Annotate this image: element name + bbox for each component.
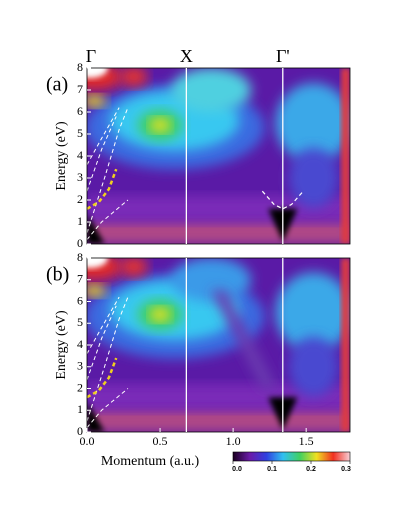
heat-region <box>87 68 108 78</box>
symmetry-label: Γ' <box>276 46 290 66</box>
y-tick-label: 2 <box>77 192 83 206</box>
heat-region <box>171 258 252 302</box>
heat-region <box>211 290 277 389</box>
y-tick-label: 5 <box>77 315 83 329</box>
heat-region <box>150 118 171 133</box>
y-tick-label: 8 <box>77 250 83 264</box>
heat-region <box>275 83 350 163</box>
y-tick-label: 4 <box>77 148 83 162</box>
y-tick-label: 6 <box>77 104 83 118</box>
heat-region <box>341 68 350 244</box>
x-tick-label: 1.0 <box>226 434 241 448</box>
y-tick-label: 3 <box>77 170 83 184</box>
guide-curve <box>87 296 120 354</box>
panel-label: (b) <box>46 264 69 286</box>
heat-region <box>87 219 350 244</box>
heatmap <box>87 258 350 432</box>
y-tick-label: 2 <box>77 380 83 394</box>
heat-region <box>119 68 148 87</box>
colorbar-tick-label: 0.1 <box>267 466 277 473</box>
heat-region <box>275 272 350 353</box>
colorbar <box>232 451 351 462</box>
y-tick-label: 7 <box>77 82 83 96</box>
guide-curve <box>87 357 118 399</box>
guide-curve <box>261 190 304 210</box>
y-tick-label: 6 <box>77 293 83 307</box>
symmetry-label: X <box>180 46 193 66</box>
y-tick-label: 8 <box>77 60 83 74</box>
y-tick-label: 3 <box>77 359 83 373</box>
guide-curve <box>87 199 129 240</box>
heat-region <box>119 258 148 277</box>
guide-curve <box>87 388 129 428</box>
guide-curve <box>87 107 129 234</box>
y-tick-label: 0 <box>77 424 83 438</box>
y-tick-label: 4 <box>77 337 83 351</box>
heat-region <box>87 284 107 297</box>
y-tick-label: 1 <box>77 402 83 416</box>
guide-curve <box>87 107 120 166</box>
colorbar-tick-label: 0.0 <box>232 466 242 473</box>
y-tick-label: 1 <box>77 214 83 228</box>
y-tick-label: 7 <box>77 272 83 286</box>
y-axis-label: Energy (eV) <box>54 121 69 191</box>
guide-curve <box>87 305 117 380</box>
panel-label: (a) <box>46 74 68 96</box>
heat-region <box>87 401 105 432</box>
x-tick-label: 0.5 <box>153 434 168 448</box>
y-tick-label: 0 <box>77 236 83 250</box>
y-tick-label: 5 <box>77 126 83 140</box>
guide-curve <box>87 116 117 192</box>
heat-region <box>341 258 350 432</box>
guide-curve <box>87 168 118 210</box>
heat-region <box>150 307 171 322</box>
heat-region <box>87 95 107 107</box>
heatmap <box>87 68 350 244</box>
colorbar-tick-label: 0.2 <box>306 466 316 473</box>
heat-region <box>288 336 339 397</box>
heat-region <box>171 68 252 112</box>
x-axis-label: Momentum (a.u.) <box>101 454 200 469</box>
y-axis-label: Energy (eV) <box>54 310 69 380</box>
heat-region <box>87 258 108 268</box>
colorbar-tick-label: 0.3 <box>341 466 351 473</box>
x-tick-label: 1.5 <box>299 434 314 448</box>
x-tick-label: 0.0 <box>80 434 95 448</box>
heat-region <box>87 408 350 432</box>
symmetry-label: Γ <box>86 46 96 66</box>
guide-curve <box>87 296 129 422</box>
